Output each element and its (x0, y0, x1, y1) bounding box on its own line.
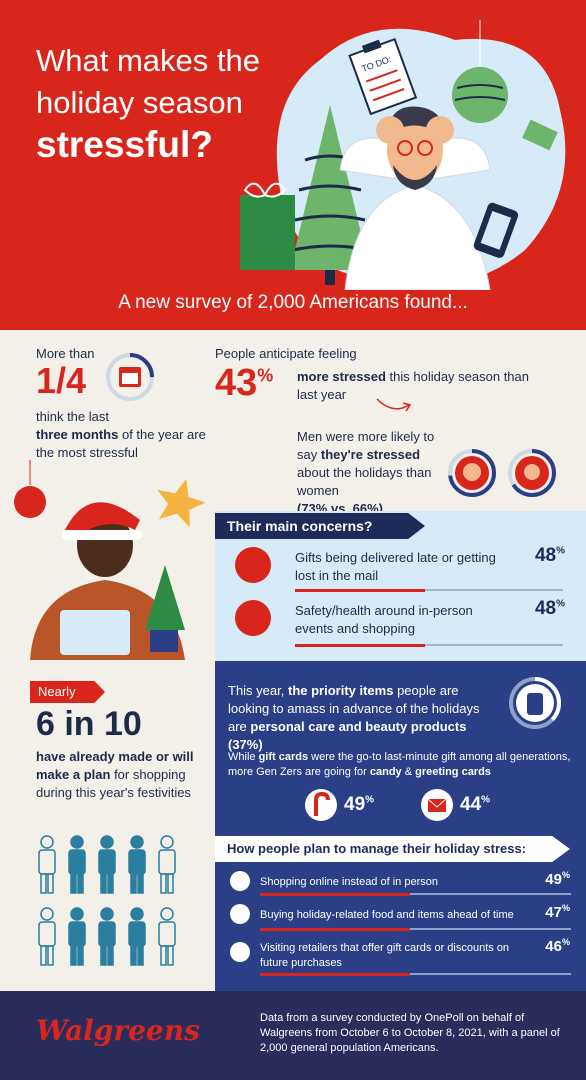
cards-pct: 44% (460, 794, 491, 815)
man-avatar-icon (448, 449, 496, 497)
person-icon (98, 907, 116, 966)
person-icon (38, 907, 56, 966)
person-icon (98, 835, 116, 894)
priority-text: This year, the priority items people are… (228, 683, 480, 752)
manage-title: How people plan to manage their holiday … (215, 836, 570, 862)
candy-pct: 49% (344, 794, 375, 815)
person-icon (128, 907, 146, 966)
footer (0, 991, 586, 1080)
person-icon (38, 835, 56, 894)
people-health-icon (235, 600, 271, 636)
woman-avatar-icon (508, 449, 556, 497)
arrow-icon (376, 398, 412, 412)
candy-cane-icon (305, 789, 337, 821)
title-line-2: holiday season (36, 85, 243, 120)
title-line-1: What makes the (36, 43, 260, 78)
stat43-value: 43% (215, 362, 274, 404)
calendar-icon (106, 353, 154, 401)
manage-row: Buying holiday-related food and items ah… (230, 903, 571, 933)
walgreens-logo: Walgreens (36, 1014, 200, 1047)
manage-row: Visiting retailers that offer gift cards… (230, 937, 571, 977)
concern-row: Safety/health around in-person events an… (235, 598, 565, 648)
person-icon (68, 907, 86, 966)
hero-banner: TO DO: What makes the holiday season str… (0, 0, 586, 330)
person-icon (158, 835, 176, 894)
stressed-man-illustration: TO DO: (240, 20, 566, 290)
manage-row: Shopping online instead of in person 49% (230, 870, 571, 900)
stat43-text: more stressed this holiday season than l… (297, 369, 529, 402)
nearly-tag: Nearly (30, 681, 105, 703)
person-icon (128, 835, 146, 894)
package-clock-icon (235, 547, 271, 583)
quarter-lead: More than (36, 346, 95, 361)
beauty-product-icon (509, 677, 561, 729)
plan-text: have already made or will make a plan fo… (36, 749, 194, 800)
person-icon (68, 835, 86, 894)
gift-cards-text: While gift cards were the go-to last-min… (228, 751, 571, 778)
concerns-title: Their main concerns? (215, 513, 425, 539)
quarter-text: think the last three months of the year … (36, 409, 206, 460)
greeting-card-icon (421, 789, 453, 821)
stat43-lead: People anticipate feeling (215, 346, 357, 361)
footer-text: Data from a survey conducted by OnePoll … (260, 1012, 560, 1054)
people-grid (36, 835, 186, 970)
gift-card-icon (230, 942, 250, 962)
subtitle: A new survey of 2,000 Americans found... (118, 292, 468, 313)
men-text: Men were more likely to say they're stre… (297, 429, 435, 516)
plan-value: 6 in 10 (36, 705, 142, 743)
title-bold: stressful? (36, 124, 213, 165)
concern-row: Gifts being delivered late or getting lo… (235, 545, 565, 595)
page-title: What makes the holiday season stressful? (36, 40, 306, 166)
woman-laptop-illustration (14, 460, 206, 660)
quarter-value: 1/4 (36, 360, 87, 401)
food-basket-icon (230, 904, 250, 924)
online-shopping-icon (230, 871, 250, 891)
person-icon (158, 907, 176, 966)
